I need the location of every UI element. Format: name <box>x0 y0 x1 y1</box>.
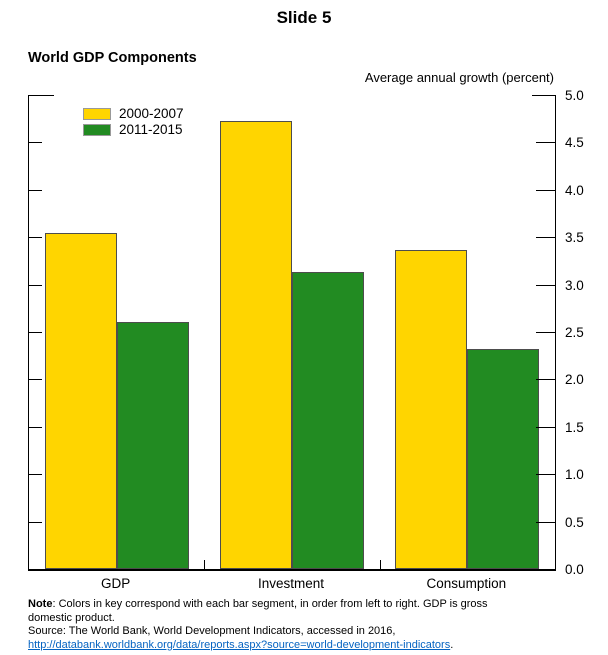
bar-investment-2000-2007 <box>220 120 292 569</box>
y-axis-tick-left <box>29 521 42 523</box>
source-line: Source: The World Bank, World Developmen… <box>28 625 396 637</box>
axis-top-right-corner <box>532 95 555 96</box>
bar-gdp-2000-2007 <box>44 233 117 569</box>
y-axis-tick-left <box>29 284 42 286</box>
y-axis-tick-label: 0.0 <box>565 562 584 577</box>
legend-item-2000-2007: 2000-2007 <box>83 106 184 122</box>
plot-area: 2000-2007 2011-2015 <box>28 95 556 571</box>
footnotes: Note: Colors in key correspond with each… <box>28 598 593 652</box>
legend-swatch-green <box>83 124 111 136</box>
y-axis-tick-right <box>536 284 555 286</box>
link-line: http://databank.worldbank.org/data/repor… <box>28 639 593 653</box>
bar-consumption-2000-2007 <box>395 250 468 569</box>
source-link[interactable]: http://databank.worldbank.org/data/repor… <box>28 638 451 651</box>
chart-title: World GDP Components <box>28 50 197 66</box>
y-axis-tick-label: 3.0 <box>565 277 584 293</box>
y-axis-tick-right <box>536 474 555 476</box>
x-axis-category-label-gdp: GDP <box>101 576 131 591</box>
bar-investment-2011-2015 <box>292 272 364 569</box>
y-axis-unit-label: Average annual growth (percent) <box>364 70 554 85</box>
note-line-2: domestic product. <box>28 611 115 624</box>
y-axis-tick-label: 5.0 <box>565 88 584 103</box>
x-axis-divider-tick <box>204 560 206 569</box>
legend-label: 2011-2015 <box>119 122 183 137</box>
axis-top-left-corner <box>29 95 54 96</box>
y-axis-tick-right <box>536 379 555 381</box>
y-axis-tick-left <box>29 426 42 428</box>
y-axis-tick-right <box>536 237 555 239</box>
y-axis-tick-label: 4.0 <box>565 182 584 198</box>
slide-title: Slide 5 <box>276 8 332 27</box>
legend: 2000-2007 2011-2015 <box>83 106 184 138</box>
y-axis-tick-label: 2.0 <box>565 372 584 388</box>
bar-consumption-2011-2015 <box>467 349 540 569</box>
link-period: . <box>450 638 454 651</box>
note-text: : Colors in key correspond with each bar… <box>52 598 488 610</box>
y-axis-tick-left <box>29 379 42 381</box>
y-axis-tick-label: 3.5 <box>565 230 584 246</box>
legend-swatch-yellow <box>83 108 111 120</box>
y-axis-tick-label: 1.0 <box>565 467 584 483</box>
bar-gdp-2011-2015 <box>116 321 189 569</box>
x-axis-category-labels: GDP Investment Consumption <box>28 576 556 594</box>
y-axis-tick-left <box>29 142 42 144</box>
note-line-1: Note: Colors in key correspond with each… <box>28 598 593 612</box>
y-axis-tick-labels: 0.0 0.5 1.0 1.5 2.0 2.5 3.0 3.5 4.0 4.5 5.0 <box>565 88 605 577</box>
y-axis-tick-left <box>29 189 42 191</box>
x-axis-divider-tick <box>379 560 381 569</box>
y-axis-tick-label: 4.5 <box>565 135 584 151</box>
y-axis-tick-left <box>29 332 42 333</box>
y-axis-tick-label: 0.5 <box>565 514 584 530</box>
x-axis-category-label-investment: Investment <box>257 576 324 591</box>
note-label: Note <box>28 598 53 610</box>
y-axis-tick-right <box>536 426 555 428</box>
y-axis-tick-left <box>29 474 42 476</box>
y-axis-tick-left <box>29 237 42 239</box>
y-axis-tick-right <box>536 189 555 191</box>
y-axis-tick-label: 2.5 <box>565 325 584 340</box>
y-axis-tick-label: 1.5 <box>565 419 584 435</box>
legend-label: 2000-2007 <box>119 106 184 121</box>
y-axis-tick-right <box>536 332 555 333</box>
y-axis-tick-right <box>536 521 555 523</box>
legend-item-2011-2015: 2011-2015 <box>83 122 184 138</box>
x-axis-category-label-consumption: Consumption <box>426 576 507 591</box>
y-axis-tick-right <box>536 142 555 144</box>
